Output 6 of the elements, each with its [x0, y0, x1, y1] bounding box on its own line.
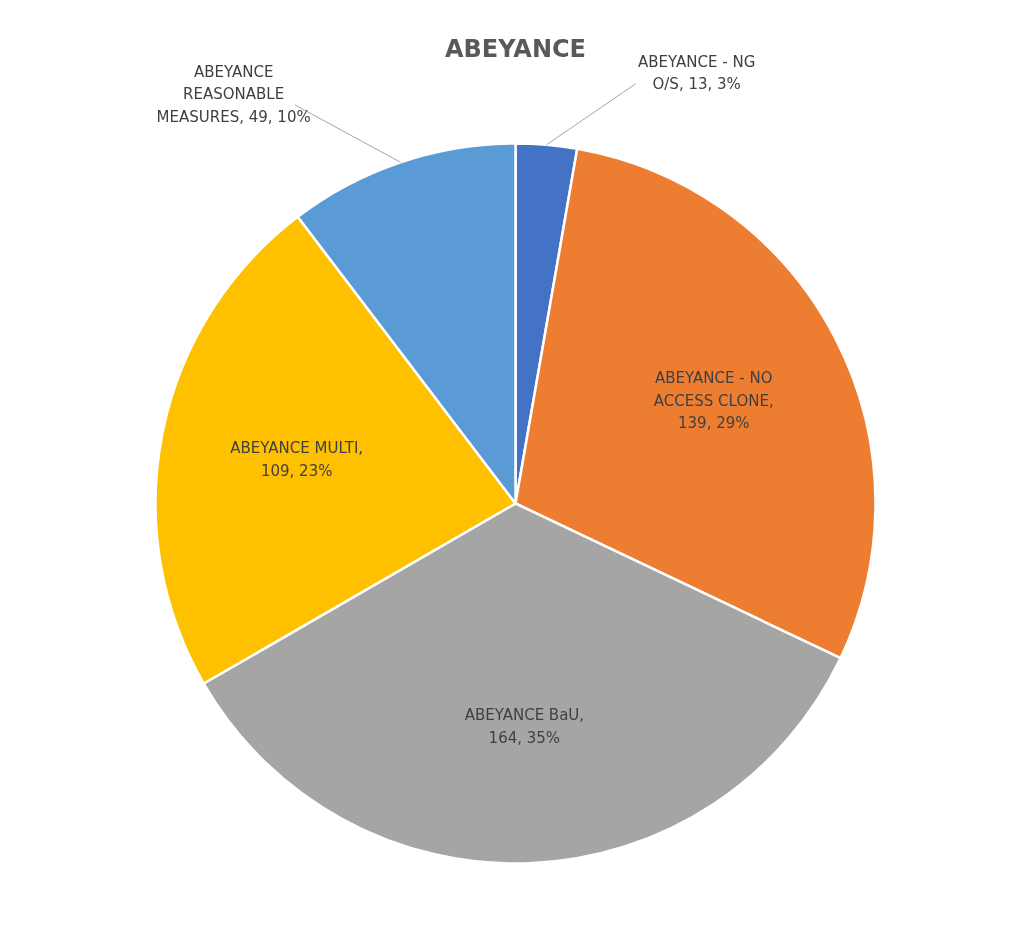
slice-label: ABEYANCE BaU, 164, 35%	[464, 706, 585, 747]
slice-label: ABEYANCE - NG O/S, 13, 3%	[638, 52, 756, 94]
slice-label: ABEYANCE MULTI, 109, 23%	[230, 439, 364, 480]
chart-title: ABEYANCE	[444, 34, 587, 63]
slice-label: ABEYANCE - NO ACCESS CLONE, 139, 29%	[653, 369, 774, 433]
slice-label: ABEYANCE REASONABLE MEASURES, 49, 10%	[156, 62, 311, 126]
